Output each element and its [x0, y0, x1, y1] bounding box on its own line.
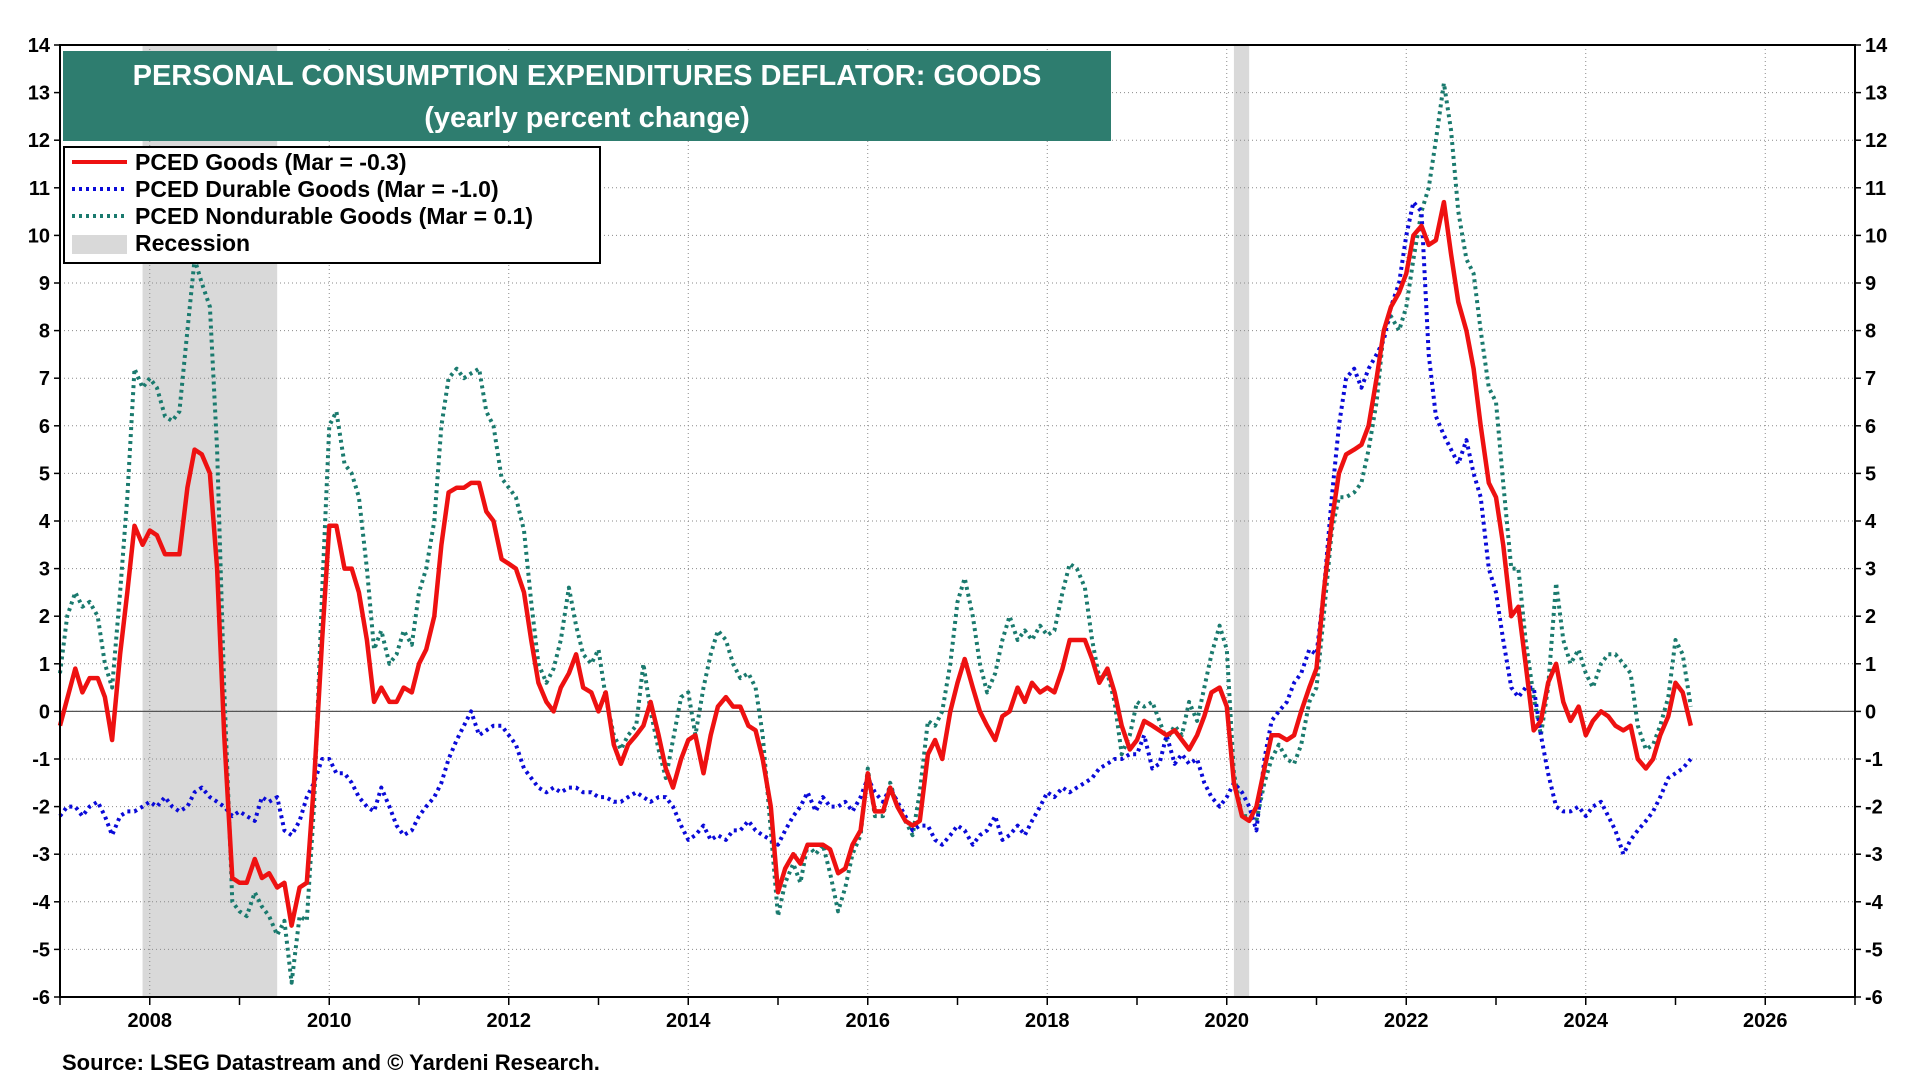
title-background [63, 51, 1111, 141]
y-tick-label-left: 4 [39, 511, 51, 533]
y-tick-label-left: 12 [28, 130, 50, 152]
y-tick-label-right: 10 [1865, 225, 1887, 247]
y-tick-label-left: -6 [32, 987, 50, 1009]
y-tick-label-left: -3 [32, 844, 50, 866]
x-tick-label: 2020 [1205, 1010, 1250, 1032]
x-tick-label: 2022 [1384, 1010, 1429, 1032]
legend-swatch-recession [72, 235, 127, 254]
legend-label-pced-nondurable-goods: PCED Nondurable Goods (Mar = 0.1) [135, 203, 533, 229]
gridlines [60, 44, 1855, 998]
y-tick-label-left: -1 [32, 749, 50, 771]
y-tick-label-left: 6 [39, 416, 50, 438]
x-tick-label: 2016 [846, 1010, 891, 1032]
x-tick-label: 2018 [1025, 1010, 1070, 1032]
y-tick-label-right: -6 [1865, 987, 1883, 1009]
x-axis: 2008 2010 2012 2014 2016 2018 2020 2022 2024 2026 [59, 997, 1856, 1032]
y-tick-label-right: -4 [1865, 892, 1884, 914]
y-tick-label-left: 3 [39, 559, 50, 581]
x-tick-label: 2014 [666, 1010, 711, 1032]
y-tick-label-left: -2 [32, 797, 50, 819]
x-tick-label: 2024 [1564, 1010, 1609, 1032]
recession-band-2 [1233, 45, 1250, 997]
y-tick-label-right: 5 [1865, 463, 1876, 485]
series-lines [57, 81, 1693, 985]
series-pced-durable-goods [58, 200, 1693, 857]
legend-label-recession: Recession [135, 230, 250, 256]
y-tick-label-right: 4 [1865, 511, 1877, 533]
y-tick-label-left: 9 [39, 273, 50, 295]
y-tick-label-left: -4 [32, 892, 51, 914]
y-tick-label-left: 14 [28, 35, 51, 57]
y-tick-label-right: -3 [1865, 844, 1883, 866]
legend: PCED Goods (Mar = -0.3) PCED Durable Goo… [63, 146, 601, 264]
x-tick-label: 2010 [307, 1010, 352, 1032]
chart-title: PERSONAL CONSUMPTION EXPENDITURES DEFLAT… [133, 60, 1042, 92]
y-tick-label-left: 7 [39, 368, 50, 390]
y-tick-label-right: 2 [1865, 606, 1876, 628]
legend-box [63, 146, 601, 264]
y-tick-label-right: 13 [1865, 83, 1887, 105]
series-pced-goods [57, 199, 1693, 928]
y-tick-label-right: 1 [1865, 654, 1876, 676]
x-tick-label: 2026 [1743, 1010, 1788, 1032]
y-tick-label-right: 12 [1865, 130, 1887, 152]
y-tick-label-right: 11 [1865, 178, 1886, 200]
y-tick-label-left: 13 [28, 83, 50, 105]
y-tick-label-left: 11 [29, 178, 50, 200]
y-tick-label-right: 7 [1865, 368, 1876, 390]
x-tick-label: 2012 [487, 1010, 532, 1032]
legend-label-pced-durable-goods: PCED Durable Goods (Mar = -1.0) [135, 176, 499, 202]
y-tick-label-left: 1 [39, 654, 50, 676]
y-tick-label-right: 14 [1865, 35, 1888, 57]
legend-label-pced-goods: PCED Goods (Mar = -0.3) [135, 149, 407, 175]
y-tick-label-right: 8 [1865, 321, 1876, 343]
y-tick-label-right: -5 [1865, 939, 1883, 961]
source-note: Source: LSEG Datastream and © Yardeni Re… [62, 1050, 600, 1075]
series-pced-nondurable-goods [58, 81, 1693, 985]
y-tick-label-left: 10 [28, 225, 50, 247]
y-tick-label-left: 5 [39, 463, 50, 485]
title-box: PERSONAL CONSUMPTION EXPENDITURES DEFLAT… [63, 51, 1111, 141]
y-tick-label-right: 0 [1865, 701, 1876, 723]
y-tick-label-left: -5 [32, 939, 50, 961]
y-tick-label-right: 3 [1865, 559, 1876, 581]
y-tick-label-right: -2 [1865, 797, 1883, 819]
chart-subtitle: (yearly percent change) [424, 102, 750, 134]
y-tick-label-right: 9 [1865, 273, 1876, 295]
y-tick-label-left: 0 [39, 701, 50, 723]
y-tick-label-left: 8 [39, 321, 50, 343]
x-tick-label: 2008 [128, 1010, 173, 1032]
y-tick-label-right: 6 [1865, 416, 1876, 438]
y-tick-label-left: 2 [39, 606, 50, 628]
y-tick-label-right: -1 [1865, 749, 1883, 771]
